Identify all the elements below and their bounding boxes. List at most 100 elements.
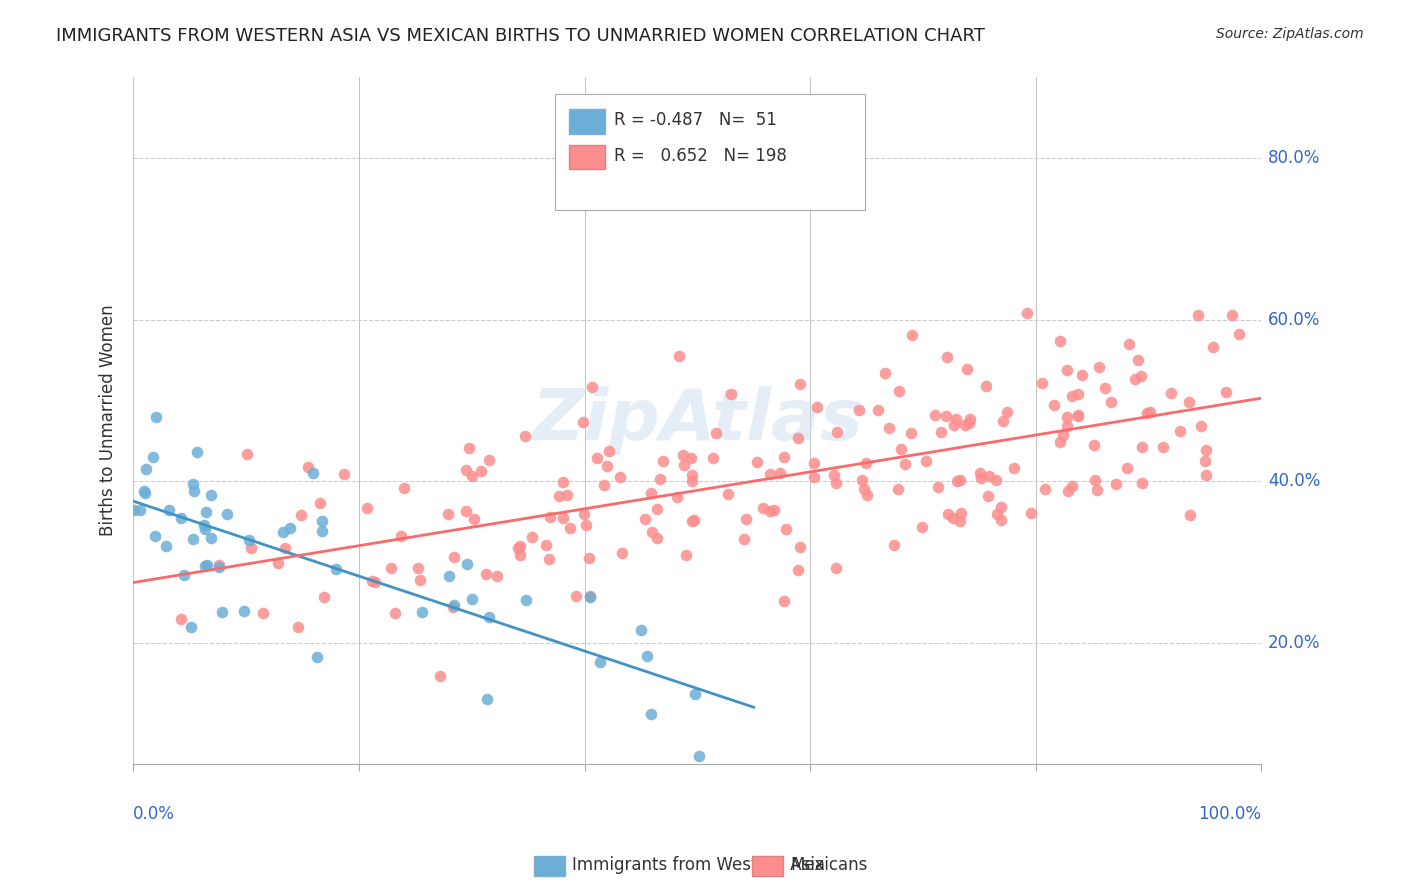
- Point: [1195, 443, 1218, 458]
- Text: 20.0%: 20.0%: [1268, 633, 1320, 652]
- Point: [683, 512, 706, 526]
- Point: [875, 367, 897, 381]
- Point: [361, 574, 384, 589]
- Point: [311, 514, 333, 528]
- Point: [762, 502, 785, 516]
- Text: 100.0%: 100.0%: [1198, 805, 1261, 823]
- Point: [290, 508, 312, 522]
- Point: [1201, 340, 1223, 354]
- Point: [169, 510, 191, 524]
- Point: [443, 598, 465, 612]
- Point: [267, 556, 290, 570]
- Point: [173, 568, 195, 582]
- Point: [1195, 468, 1218, 483]
- Point: [673, 458, 696, 473]
- Point: [645, 531, 668, 545]
- Point: [181, 532, 204, 546]
- Point: [143, 528, 166, 542]
- Point: [851, 473, 873, 487]
- Point: [538, 510, 561, 524]
- Point: [927, 480, 949, 494]
- Point: [463, 512, 485, 526]
- Point: [394, 482, 416, 496]
- Point: [648, 472, 671, 486]
- Point: [890, 442, 912, 457]
- Point: [911, 519, 934, 533]
- Point: [636, 648, 658, 663]
- Point: [949, 473, 972, 487]
- Point: [1189, 418, 1212, 433]
- Point: [236, 447, 259, 461]
- Point: [1056, 419, 1078, 434]
- Point: [959, 411, 981, 425]
- Point: [441, 599, 464, 614]
- Point: [720, 386, 742, 401]
- Point: [558, 520, 581, 534]
- Point: [1062, 479, 1084, 493]
- Point: [278, 521, 301, 535]
- Point: [325, 562, 347, 576]
- Point: [1130, 440, 1153, 454]
- Point: [193, 518, 215, 533]
- Point: [1160, 386, 1182, 401]
- Text: R =   0.652   N= 198: R = 0.652 N= 198: [614, 147, 787, 165]
- Point: [827, 425, 849, 440]
- Point: [408, 561, 430, 575]
- Point: [181, 476, 204, 491]
- Point: [702, 451, 724, 466]
- Point: [775, 522, 797, 536]
- Point: [1067, 387, 1090, 401]
- Point: [1139, 405, 1161, 419]
- Text: 80.0%: 80.0%: [1268, 149, 1320, 167]
- Point: [364, 575, 387, 590]
- Point: [651, 454, 673, 468]
- Point: [769, 467, 792, 481]
- Point: [589, 655, 612, 669]
- Point: [486, 568, 509, 582]
- Point: [900, 425, 922, 440]
- Point: [124, 502, 146, 516]
- Text: IMMIGRANTS FROM WESTERN ASIA VS MEXICAN BIRTHS TO UNMARRIED WOMEN CORRELATION CH: IMMIGRANTS FROM WESTERN ASIA VS MEXICAN …: [56, 27, 986, 45]
- Text: R = -0.487   N=  51: R = -0.487 N= 51: [614, 112, 778, 129]
- Point: [970, 471, 993, 485]
- Point: [935, 350, 957, 364]
- Point: [475, 566, 498, 581]
- Point: [1136, 406, 1159, 420]
- Point: [211, 605, 233, 619]
- Point: [408, 573, 430, 587]
- Point: [579, 590, 602, 604]
- Point: [1056, 484, 1078, 499]
- Point: [789, 540, 811, 554]
- Point: [579, 590, 602, 604]
- Point: [640, 706, 662, 721]
- Text: 60.0%: 60.0%: [1268, 310, 1320, 328]
- Point: [1031, 376, 1053, 391]
- Point: [547, 489, 569, 503]
- Point: [1168, 425, 1191, 439]
- Point: [1104, 476, 1126, 491]
- Point: [384, 607, 406, 621]
- Point: [180, 620, 202, 634]
- Point: [436, 507, 458, 521]
- Point: [1115, 460, 1137, 475]
- Point: [157, 502, 180, 516]
- Point: [640, 524, 662, 539]
- Point: [194, 505, 217, 519]
- Point: [1049, 435, 1071, 450]
- Point: [1118, 336, 1140, 351]
- Point: [443, 549, 465, 564]
- Point: [194, 559, 217, 574]
- Point: [456, 462, 478, 476]
- Point: [990, 500, 1012, 514]
- Point: [866, 403, 889, 417]
- Point: [461, 592, 484, 607]
- Point: [683, 687, 706, 701]
- Point: [509, 548, 531, 562]
- Point: [886, 482, 908, 496]
- Point: [312, 590, 335, 604]
- Point: [478, 452, 501, 467]
- Point: [252, 607, 274, 621]
- Point: [232, 604, 254, 618]
- Point: [478, 610, 501, 624]
- Point: [574, 508, 596, 522]
